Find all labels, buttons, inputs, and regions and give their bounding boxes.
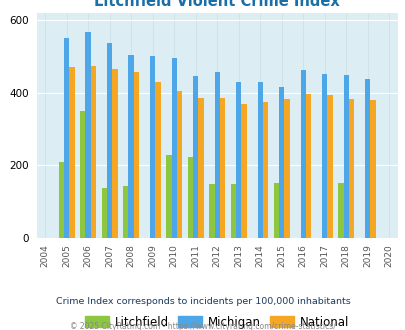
Bar: [364, 80, 369, 238]
Bar: [64, 38, 69, 238]
Bar: [91, 66, 96, 238]
Bar: [80, 111, 85, 238]
Bar: [348, 99, 354, 238]
Bar: [187, 157, 192, 238]
Bar: [273, 182, 278, 238]
Bar: [149, 56, 155, 238]
Bar: [278, 87, 284, 238]
Text: © 2025 CityRating.com - https://www.cityrating.com/crime-statistics/: © 2025 CityRating.com - https://www.city…: [70, 322, 335, 330]
Bar: [107, 43, 112, 238]
Text: Crime Index corresponds to incidents per 100,000 inhabitants: Crime Index corresponds to incidents per…: [55, 297, 350, 306]
Bar: [58, 162, 64, 238]
Bar: [220, 98, 225, 238]
Bar: [198, 98, 203, 238]
Bar: [123, 186, 128, 238]
Bar: [214, 72, 220, 238]
Bar: [209, 184, 214, 238]
Bar: [85, 32, 91, 238]
Bar: [69, 68, 75, 238]
Bar: [284, 99, 289, 238]
Bar: [177, 91, 182, 238]
Bar: [321, 74, 327, 238]
Bar: [128, 55, 134, 238]
Bar: [257, 82, 262, 238]
Bar: [101, 188, 107, 238]
Bar: [166, 155, 171, 238]
Bar: [300, 70, 305, 238]
Bar: [327, 95, 332, 238]
Bar: [241, 104, 246, 238]
Legend: Litchfield, Michigan, National: Litchfield, Michigan, National: [80, 311, 353, 330]
Bar: [343, 76, 348, 238]
Bar: [305, 93, 311, 238]
Bar: [112, 69, 117, 238]
Bar: [230, 184, 235, 238]
Bar: [369, 100, 375, 238]
Bar: [262, 102, 268, 238]
Bar: [192, 76, 198, 238]
Bar: [171, 58, 177, 238]
Bar: [337, 182, 343, 238]
Bar: [235, 82, 241, 238]
Title: Litchfield Violent Crime Index: Litchfield Violent Crime Index: [94, 0, 339, 9]
Bar: [155, 82, 160, 238]
Bar: [134, 72, 139, 238]
